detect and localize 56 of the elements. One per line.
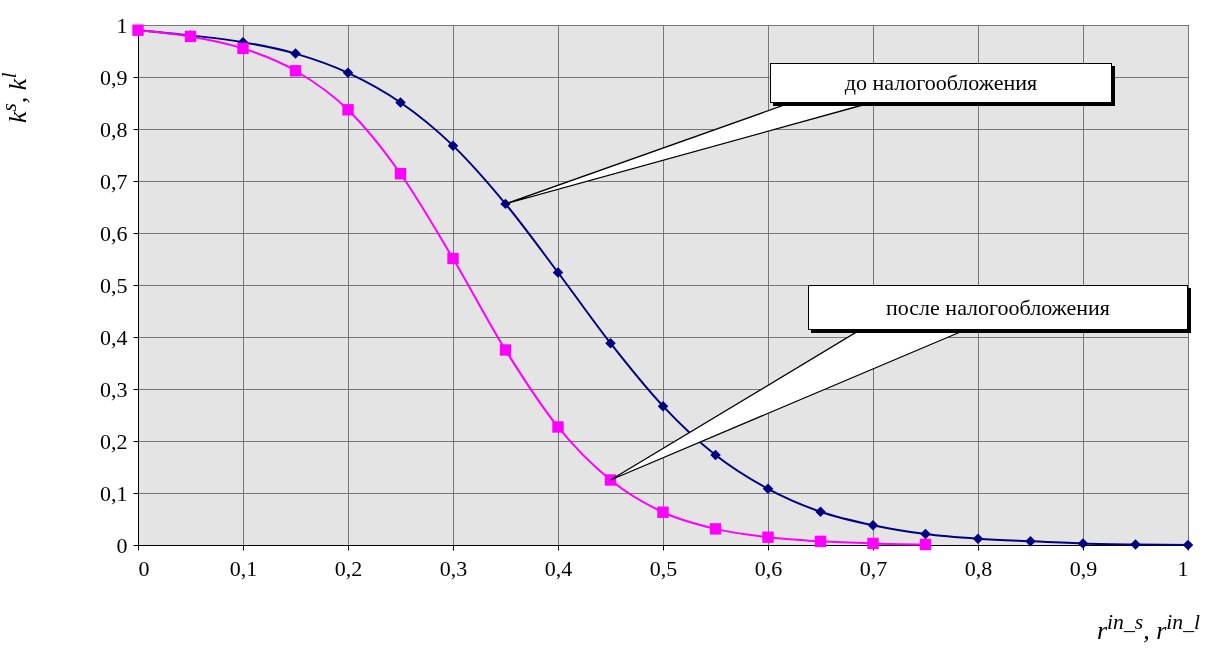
point <box>919 538 932 551</box>
y-tick-label: 0,1 <box>100 480 128 506</box>
y-tick-label: 1 <box>116 12 128 38</box>
point <box>709 523 722 535</box>
point <box>499 344 512 356</box>
y-tick-label: 0 <box>116 532 128 558</box>
point <box>447 252 459 265</box>
point <box>394 168 407 180</box>
y-tick-label: 0,9 <box>100 64 128 90</box>
point <box>920 528 931 540</box>
x-tick-label: 0,3 <box>439 555 468 581</box>
point <box>290 48 301 59</box>
point <box>552 421 564 433</box>
x-tick-label: 0,5 <box>649 555 678 581</box>
point <box>289 65 302 77</box>
point <box>1182 539 1194 551</box>
callout-box: до налогообложения <box>770 63 1112 103</box>
y-tick-label: 0,2 <box>100 428 128 454</box>
x-tick-label: 0,6 <box>754 555 783 581</box>
x-tick-label: 0,8 <box>964 555 993 581</box>
point <box>342 104 354 116</box>
point <box>395 97 406 108</box>
point <box>1077 538 1089 549</box>
x-tick-label: 1 <box>1177 555 1189 581</box>
point <box>605 338 616 349</box>
point <box>867 537 879 550</box>
point <box>814 535 827 548</box>
y-tick-label: 0,6 <box>100 220 128 246</box>
point <box>867 520 879 531</box>
y-tick-label: 0,4 <box>100 324 128 350</box>
point <box>762 483 774 495</box>
point <box>972 533 984 544</box>
x-tick-label: 0,1 <box>229 555 258 581</box>
point <box>657 506 669 518</box>
x-tick-label: 0 <box>138 555 150 581</box>
point <box>657 400 669 412</box>
x-tick-label: 0,4 <box>544 555 573 581</box>
point <box>604 474 617 486</box>
x-tick-label: 0,9 <box>1069 555 1098 581</box>
point <box>762 531 774 543</box>
y-tick-label: 0,8 <box>100 116 128 142</box>
point <box>552 267 564 278</box>
y-tick-label: 0,5 <box>100 272 128 298</box>
y-tick-label: 0,7 <box>100 168 128 194</box>
x-axis-title: r$^{in_s}$, r$^{in_l}$ <box>1096 610 1200 646</box>
point <box>1025 536 1036 547</box>
point <box>815 506 826 517</box>
y-tick-label: 0,3 <box>100 376 128 402</box>
point <box>1130 539 1141 550</box>
x-tick-label: 0,2 <box>334 555 363 581</box>
point <box>342 67 354 79</box>
point <box>447 140 459 151</box>
point <box>710 449 721 461</box>
x-tick-label: 0,7 <box>859 555 888 581</box>
callout-box: после налогообложения <box>808 285 1188 330</box>
point <box>237 42 249 55</box>
